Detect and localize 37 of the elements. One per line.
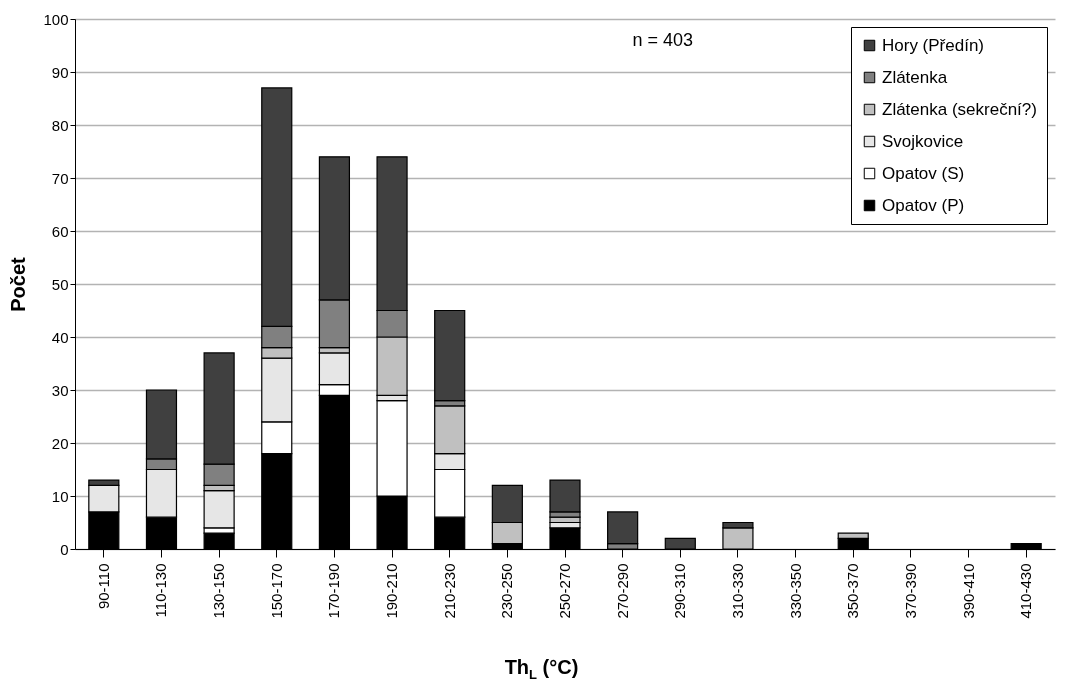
annotation: n = 403 xyxy=(632,30,693,50)
y-tick-label: 20 xyxy=(51,434,69,452)
legend-label: Hory (Předín) xyxy=(882,35,985,55)
x-tick-label: 150-170 xyxy=(267,563,285,619)
y-tick-label: 0 xyxy=(60,540,69,558)
x-tick-label: 90-110 xyxy=(94,563,112,610)
x-tick-label: 210-230 xyxy=(440,563,458,619)
x-axis-title: Th$_{L}$ (°C) xyxy=(503,656,580,682)
legend-label: Zlátenka xyxy=(882,67,948,87)
x-tick-label: 110-130 xyxy=(152,563,170,618)
legend-label: Opatov (P) xyxy=(882,195,965,215)
x-tick-label: 310-330 xyxy=(728,563,746,619)
y-tick-label: 50 xyxy=(51,275,69,293)
y-tick-label: 10 xyxy=(51,487,69,505)
x-tick-label: 350-370 xyxy=(844,563,862,619)
x-tick-label: 190-210 xyxy=(383,563,401,619)
legend-label: Opatov (S) xyxy=(882,163,965,183)
y-tick-label: 100 xyxy=(43,10,69,28)
x-tick-label: 390-410 xyxy=(959,563,977,619)
x-tick-label: 290-310 xyxy=(671,563,689,619)
x-tick-label: 250-270 xyxy=(556,563,573,619)
x-tick-label: 370-390 xyxy=(901,563,919,619)
x-tick-label: 270-290 xyxy=(613,563,631,619)
x-tick-label: 230-250 xyxy=(498,563,516,619)
legend-label: Zlátenka (sekreční?) xyxy=(882,99,1037,119)
x-tick-label: 130-150 xyxy=(210,563,228,619)
y-tick-label: 60 xyxy=(51,222,69,240)
x-tick-label: 410-430 xyxy=(1017,563,1035,619)
y-tick-label: 80 xyxy=(51,116,69,134)
y-tick-label: 30 xyxy=(51,381,69,399)
x-tick-label: 330-350 xyxy=(786,563,804,619)
y-tick-label: 90 xyxy=(51,63,69,81)
y-tick-label: 40 xyxy=(51,328,69,346)
y-axis-title: Počet xyxy=(7,256,30,312)
x-tick-label: 170-190 xyxy=(325,563,343,619)
y-tick-label: 70 xyxy=(51,169,69,187)
legend-label: Svojkovice xyxy=(882,131,964,151)
